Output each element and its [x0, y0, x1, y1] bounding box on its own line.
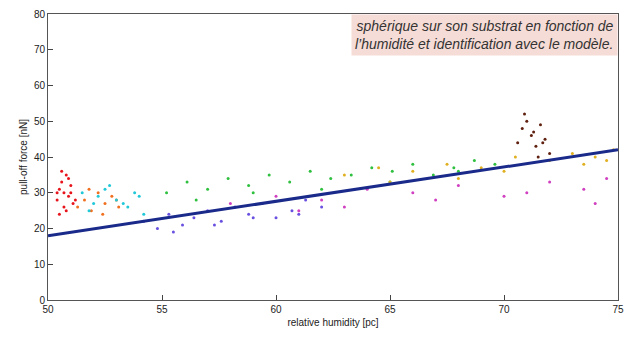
svg-text:pull-off force [nN]: pull-off force [nN]	[18, 119, 29, 195]
svg-text:55: 55	[156, 304, 168, 315]
svg-text:70: 70	[498, 304, 510, 315]
svg-text:60: 60	[34, 80, 46, 91]
svg-text:70: 70	[34, 44, 46, 55]
svg-text:30: 30	[34, 187, 46, 198]
svg-text:20: 20	[34, 223, 46, 234]
svg-text:relative humidity [pc]: relative humidity [pc]	[287, 317, 378, 328]
svg-text:40: 40	[34, 152, 46, 163]
svg-text:80: 80	[34, 9, 46, 20]
svg-text:50: 50	[42, 304, 54, 315]
svg-text:0: 0	[39, 295, 45, 306]
svg-text:60: 60	[270, 304, 282, 315]
svg-text:10: 10	[34, 259, 46, 270]
svg-text:75: 75	[612, 304, 624, 315]
svg-text:50: 50	[34, 116, 46, 127]
svg-text:sphérique sur son substrat en: sphérique sur son substrat en fonction d…	[355, 18, 614, 52]
svg-text:65: 65	[384, 304, 396, 315]
